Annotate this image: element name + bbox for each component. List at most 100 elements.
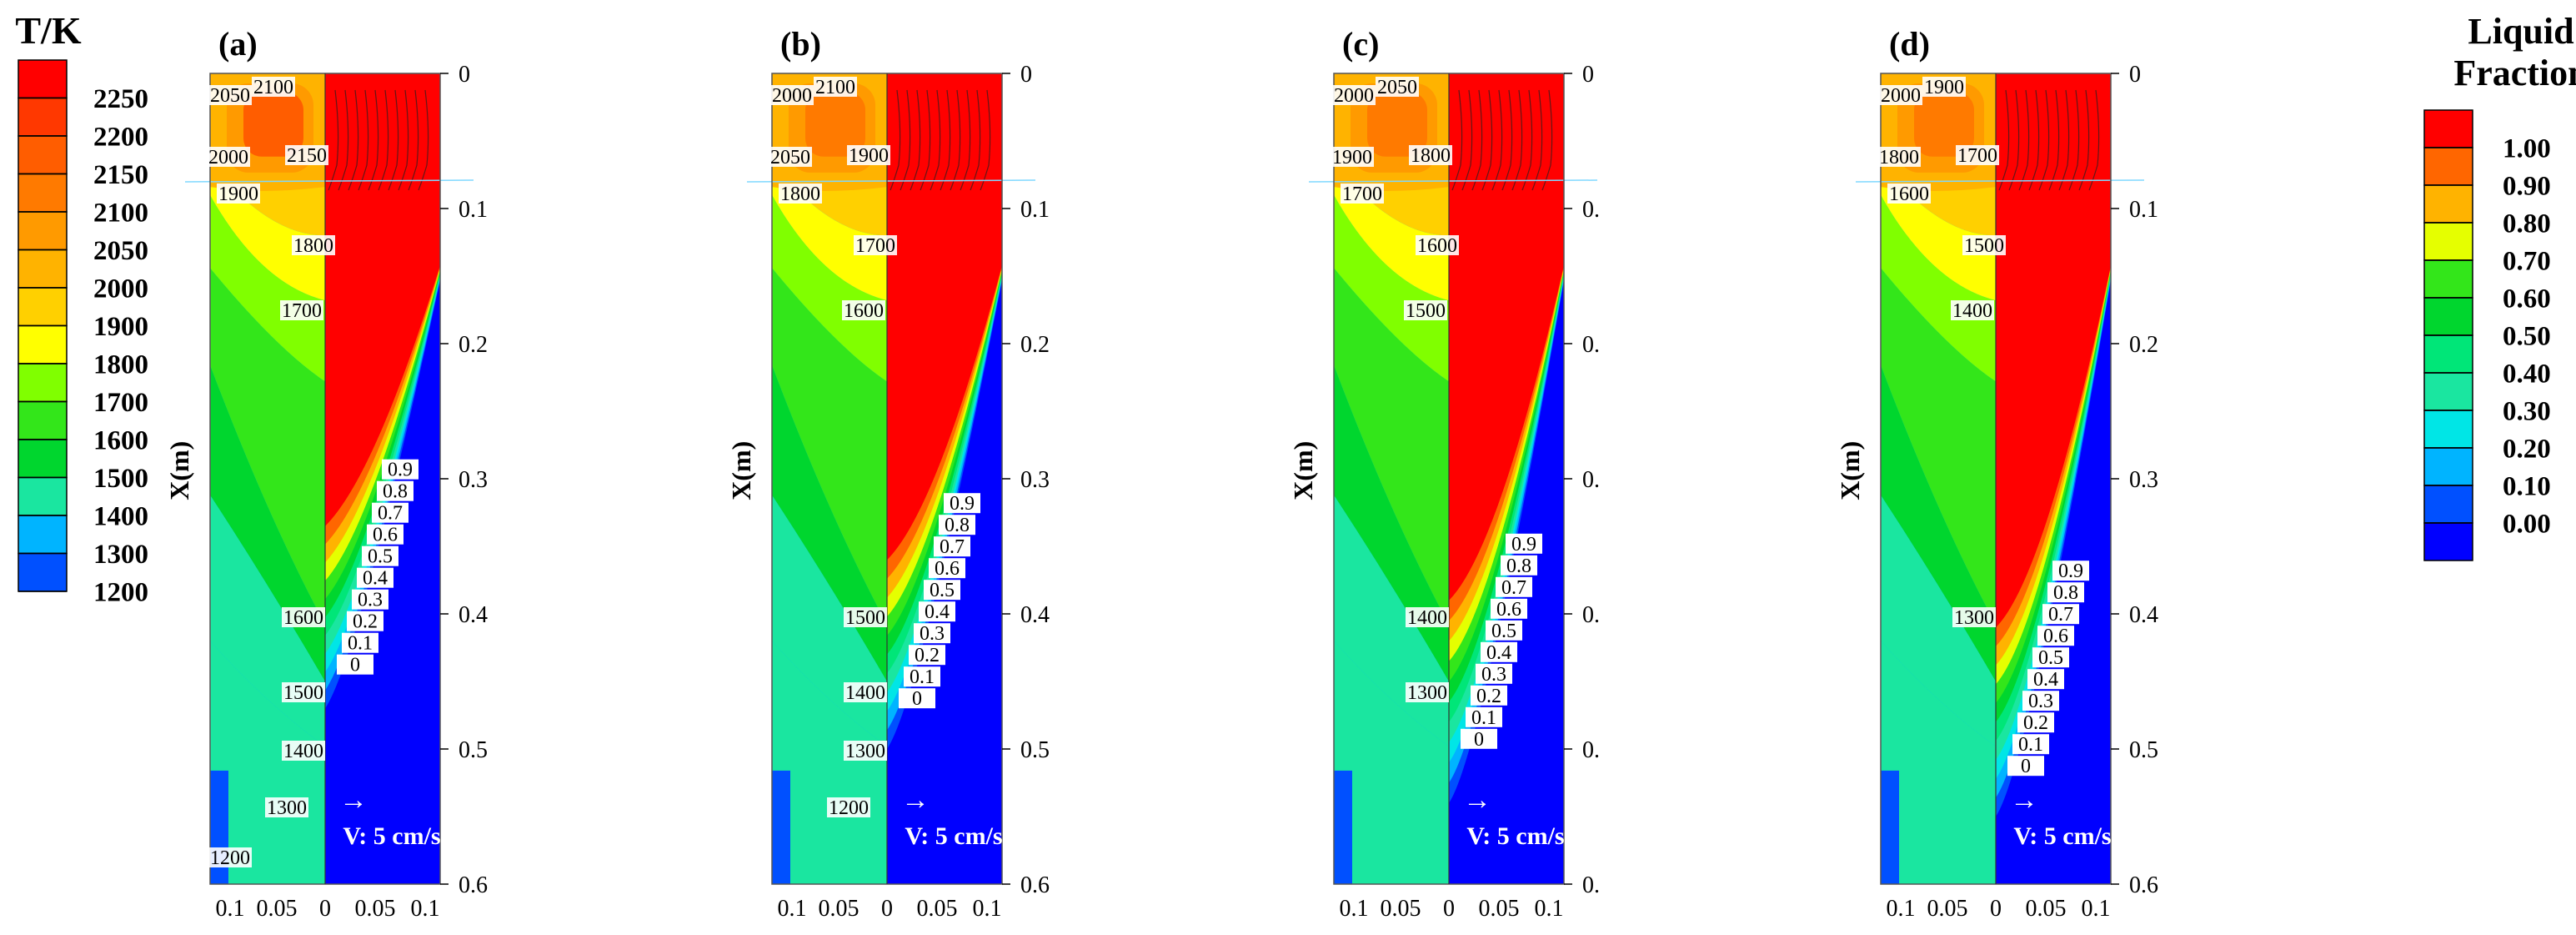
temperature-contour-label-bg: [844, 741, 887, 761]
velocity-vector: [1501, 89, 1513, 191]
panel-label: (b): [780, 25, 821, 63]
temperature-contour-label-bg: [265, 797, 308, 817]
liquid-fraction-contour-label-bg: [2032, 647, 2069, 668]
velocity-vector: [960, 89, 971, 191]
temperature-legend-title: T/K: [15, 9, 81, 52]
liquid-fraction-contour-label-bg: [377, 480, 413, 501]
temperature-contour-label: 1600: [283, 607, 323, 629]
temperature-contour-label: 1800: [780, 183, 820, 205]
temperature-legend-label: 2100: [93, 199, 148, 229]
liquid-fraction-legend-label: 0.70: [2503, 247, 2551, 277]
liquid-fraction-legend-label: 0.30: [2503, 397, 2551, 427]
liquid-fraction-liquid: [1996, 73, 2111, 628]
liquid-fraction-legend-swatch: [2423, 410, 2473, 449]
temperature-contour-label-bg: [282, 607, 325, 627]
temperature-band-2100: [1367, 92, 1427, 157]
liquid-fraction-contour-label: 0.5: [368, 546, 393, 568]
x-tick-label: 0.05: [1381, 896, 1421, 922]
velocity-vector: [890, 89, 901, 191]
temperature-legend-label: 2150: [93, 160, 148, 190]
temperature-legend-label: 2250: [93, 84, 148, 114]
temperature-legend-label: 1200: [93, 578, 148, 608]
liquid-fraction-contour-label-bg: [357, 567, 393, 588]
liquid-fraction-contour-label-bg: [919, 601, 955, 622]
liquid-fraction-contour-label: 0.3: [2028, 691, 2053, 712]
temperature-contour-label: 1300: [1954, 607, 1994, 629]
y-axis-title: X(m): [726, 441, 756, 500]
liquid-fraction-contour-label: 0: [2021, 756, 2031, 777]
liquid-fraction-contour-label-bg: [347, 611, 383, 631]
temperature-contour-label-bg: [1416, 235, 1459, 255]
temperature-contour-label-bg: [769, 147, 812, 167]
temperature-contour-label-bg: [285, 145, 328, 165]
velocity-vector: [930, 89, 941, 191]
liquid-fraction-contour-label: 0.4: [1486, 642, 1511, 664]
temperature-contour-label-bg: [847, 145, 890, 165]
liquid-fraction-contour-label: 0.7: [2048, 604, 2073, 626]
x-tick-label: 0.05: [257, 896, 298, 922]
temperature-band-1400: [210, 641, 325, 884]
liquid-fraction-contour-label: 0.6: [373, 525, 398, 546]
temperature-legend-swatch: [18, 515, 68, 555]
temperature-contour-label: 1500: [845, 607, 885, 629]
liquid-fraction-contour-label-bg: [2007, 756, 2044, 777]
liquid-fraction-legend-label: 0.80: [2503, 209, 2551, 239]
temperature-band-1500: [1881, 364, 1996, 681]
mushy-zone-line: [746, 179, 1036, 183]
liquid-fraction-contour-label: 0.9: [950, 493, 975, 515]
panel-a: (a)00.10.20.30.40.50.6X(m)0.1 0.05 0 0.05 0.…: [164, 25, 488, 922]
liquid-fraction-contour-label: 0.1: [910, 666, 935, 688]
liquid-fraction-legend-label: 0.10: [2503, 472, 2551, 502]
temperature-contour-label: 1900: [218, 183, 258, 205]
liquid-fraction-contour-label: 0.2: [915, 645, 940, 666]
y-axis-title: X(m): [1288, 441, 1318, 500]
temperature-band-2100: [243, 92, 303, 157]
temperature-contour-label: 2100: [253, 77, 293, 98]
velocity-scale-label: V: 5 cm/s: [905, 822, 1002, 850]
temperature-legend-label: 2000: [93, 274, 148, 304]
temperature-contour-label: 1400: [845, 682, 885, 704]
temperature-contour-label-bg: [827, 797, 870, 817]
temperature-legend-swatch: [18, 476, 68, 516]
velocity-vector: [398, 89, 409, 191]
liquid-fraction-contour-label: 0: [912, 688, 922, 710]
liquid-fraction-contour-label-bg: [1461, 728, 1497, 749]
liquid-fraction-legend-swatch: [2423, 259, 2473, 299]
mushy-zone-line: [184, 179, 474, 183]
y-tick-label: 0.: [1582, 872, 1600, 898]
temperature-contour-label-bg: [1404, 300, 1447, 320]
temperature-band-1400: [772, 641, 887, 884]
velocity-arrow: →: [901, 785, 930, 816]
liquid-fraction-contour-label-bg: [1506, 533, 1542, 554]
liquid-fraction-legend-swatch: [2423, 184, 2473, 224]
liquid-fraction-legend-label: 0.20: [2503, 435, 2551, 465]
x-tick-label: 0.1: [778, 896, 807, 922]
temperature-contour-label: 1400: [1407, 607, 1447, 629]
liquid-fraction-contour-label-bg: [934, 536, 970, 557]
liquid-fraction-contour-label: 0.1: [2018, 734, 2043, 756]
velocity-vector: [378, 89, 389, 191]
temperature-band-2100: [805, 92, 865, 157]
temperature-contour-label-bg: [282, 741, 325, 761]
x-tick-label: 0: [1443, 896, 1455, 922]
liquid-fraction-contour-label: 0.7: [940, 536, 965, 558]
liquid-fraction-contour-label: 0.4: [925, 601, 950, 623]
y-tick-label: 0.4: [459, 602, 488, 628]
temperature-legend: T/K 2250 2200 2150 2100 2050 2000 1900 1800 1700…: [15, 9, 148, 608]
panel-label: (a): [218, 25, 258, 63]
liquid-fraction-contour-label-bg: [914, 623, 950, 644]
velocity-vector: [388, 89, 399, 191]
liquid-fraction-contour-label-bg: [372, 502, 408, 523]
velocity-vector: [1491, 89, 1503, 191]
liquid-fraction-contour-label: 0.5: [2038, 647, 2063, 669]
temperature-contour-label-bg: [1951, 300, 1994, 320]
liquid-fraction-contour-label: 0.5: [930, 580, 955, 601]
liquid-fraction-contour-label-bg: [939, 515, 975, 535]
liquid-fraction-contour-label: 0.7: [378, 503, 403, 525]
liquid-fraction-contour-label-bg: [2052, 560, 2089, 581]
temperature-band-1700: [772, 194, 887, 382]
y-tick-label: 0.: [1582, 332, 1600, 358]
velocity-vector: [2018, 89, 2030, 191]
velocity-vector: [2048, 89, 2060, 191]
temperature-band-1500: [772, 364, 887, 681]
